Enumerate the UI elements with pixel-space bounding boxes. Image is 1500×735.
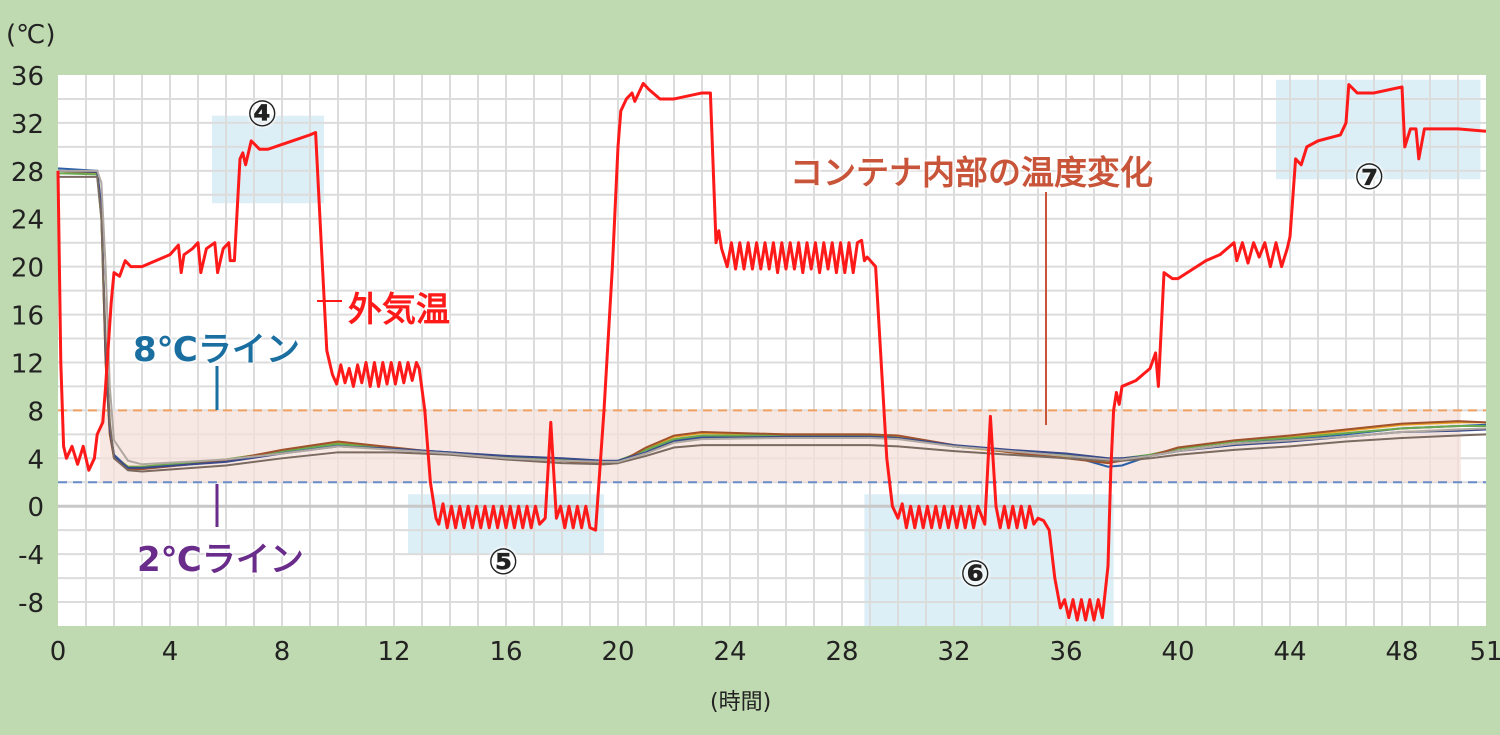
y-tick-label: 16: [11, 302, 44, 332]
x-tick-label: 44: [1273, 637, 1306, 667]
y-tick-label: 20: [11, 254, 44, 284]
x-tick-label: 12: [377, 637, 410, 667]
x-tick-label: 28: [825, 637, 858, 667]
label-container-temp: コンテナ内部の温度変化: [790, 153, 1153, 192]
x-tick-label: 32: [937, 637, 970, 667]
y-tick-label: 12: [11, 349, 44, 379]
container-sensor-line-7: [58, 169, 1487, 466]
y-axis-unit: (℃): [6, 20, 56, 50]
outside-temperature-line: [56, 81, 1487, 622]
label-8c-line: 8℃ライン: [133, 330, 300, 370]
label-2c-line: 2℃ライン: [137, 540, 304, 580]
label-outside-temp: 外気温: [348, 290, 450, 330]
region-label-5: ⑤: [488, 542, 519, 583]
x-tick-label: 24: [713, 637, 746, 667]
x-tick-label: 51: [1469, 637, 1500, 667]
x-axis-title: (時間): [710, 690, 772, 715]
region-label-7: ⑦: [1354, 157, 1385, 198]
y-tick-label: 28: [11, 158, 44, 188]
x-tick-label: 8: [274, 637, 291, 667]
y-tick-label: -4: [18, 541, 44, 571]
highlight-region-1: [212, 115, 324, 204]
y-tick-label: 4: [27, 445, 44, 475]
x-tick-label: 16: [489, 637, 522, 667]
x-tick-label: 36: [1049, 637, 1082, 667]
x-tick-label: 48: [1385, 637, 1418, 667]
region-label-6: ⑥: [960, 554, 991, 595]
x-tick-label: 40: [1161, 637, 1194, 667]
y-tick-label: -8: [18, 589, 44, 619]
y-tick-label: 24: [11, 206, 44, 236]
region-label-4: ④: [247, 94, 278, 135]
x-tick-label: 20: [601, 637, 634, 667]
y-tick-label: 8: [27, 397, 44, 427]
x-tick-label: 4: [162, 637, 179, 667]
y-tick-label: 36: [11, 62, 44, 92]
container-sensor-line-6: [58, 175, 1487, 473]
y-tick-label: 32: [11, 110, 44, 140]
x-tick-label: 0: [50, 637, 67, 667]
y-tick-label: 0: [27, 493, 44, 523]
